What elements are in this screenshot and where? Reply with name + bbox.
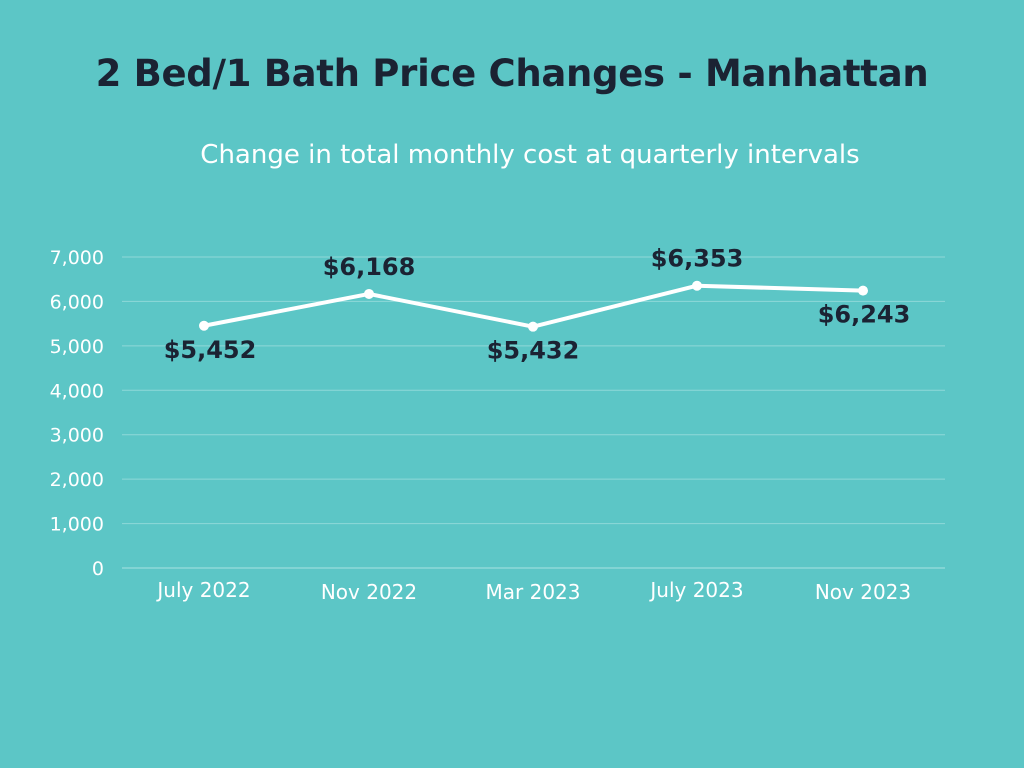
y-tick-label: 1,000 xyxy=(50,514,104,536)
x-tick-label: July 2022 xyxy=(155,578,250,602)
y-tick-label: 4,000 xyxy=(50,380,104,402)
x-tick-label: Nov 2023 xyxy=(815,580,911,604)
data-points xyxy=(199,280,868,332)
data-point xyxy=(199,320,209,331)
y-tick-label: 3,000 xyxy=(50,425,104,447)
data-label: $6,353 xyxy=(651,245,744,273)
data-labels: $5,452 $6,168 $5,432 $6,353 $6,243 xyxy=(164,245,911,365)
data-label: $5,432 xyxy=(487,337,580,365)
y-tick-label: 6,000 xyxy=(50,291,104,313)
y-tick-label: 7,000 xyxy=(50,247,104,269)
chart-title: 2 Bed/1 Bath Price Changes - Manhattan xyxy=(95,52,929,95)
data-label: $6,168 xyxy=(323,253,416,281)
data-label: $5,452 xyxy=(164,336,257,364)
x-tick-label: Nov 2022 xyxy=(321,580,417,604)
series-line-group xyxy=(202,283,865,329)
x-axis-ticks: July 2022 Nov 2022 Mar 2023 July 2023 Nov 20… xyxy=(155,578,911,604)
data-point xyxy=(692,280,702,291)
series-line xyxy=(202,283,865,329)
y-axis-ticks: 0 1,000 2,000 3,000 4,000 5,000 6,000 7,000 xyxy=(50,247,104,580)
chart-subtitle: Change in total monthly cost at quarterl… xyxy=(200,140,860,170)
y-tick-label: 2,000 xyxy=(50,469,104,491)
data-label: $6,243 xyxy=(818,301,911,329)
y-tick-label: 0 xyxy=(92,558,104,580)
gridlines xyxy=(122,256,945,569)
x-tick-label: Mar 2023 xyxy=(486,580,581,604)
data-point xyxy=(364,288,374,299)
data-point xyxy=(858,285,868,296)
y-tick-label: 5,000 xyxy=(50,336,104,358)
data-point xyxy=(528,321,538,332)
x-tick-label: July 2023 xyxy=(648,578,743,602)
